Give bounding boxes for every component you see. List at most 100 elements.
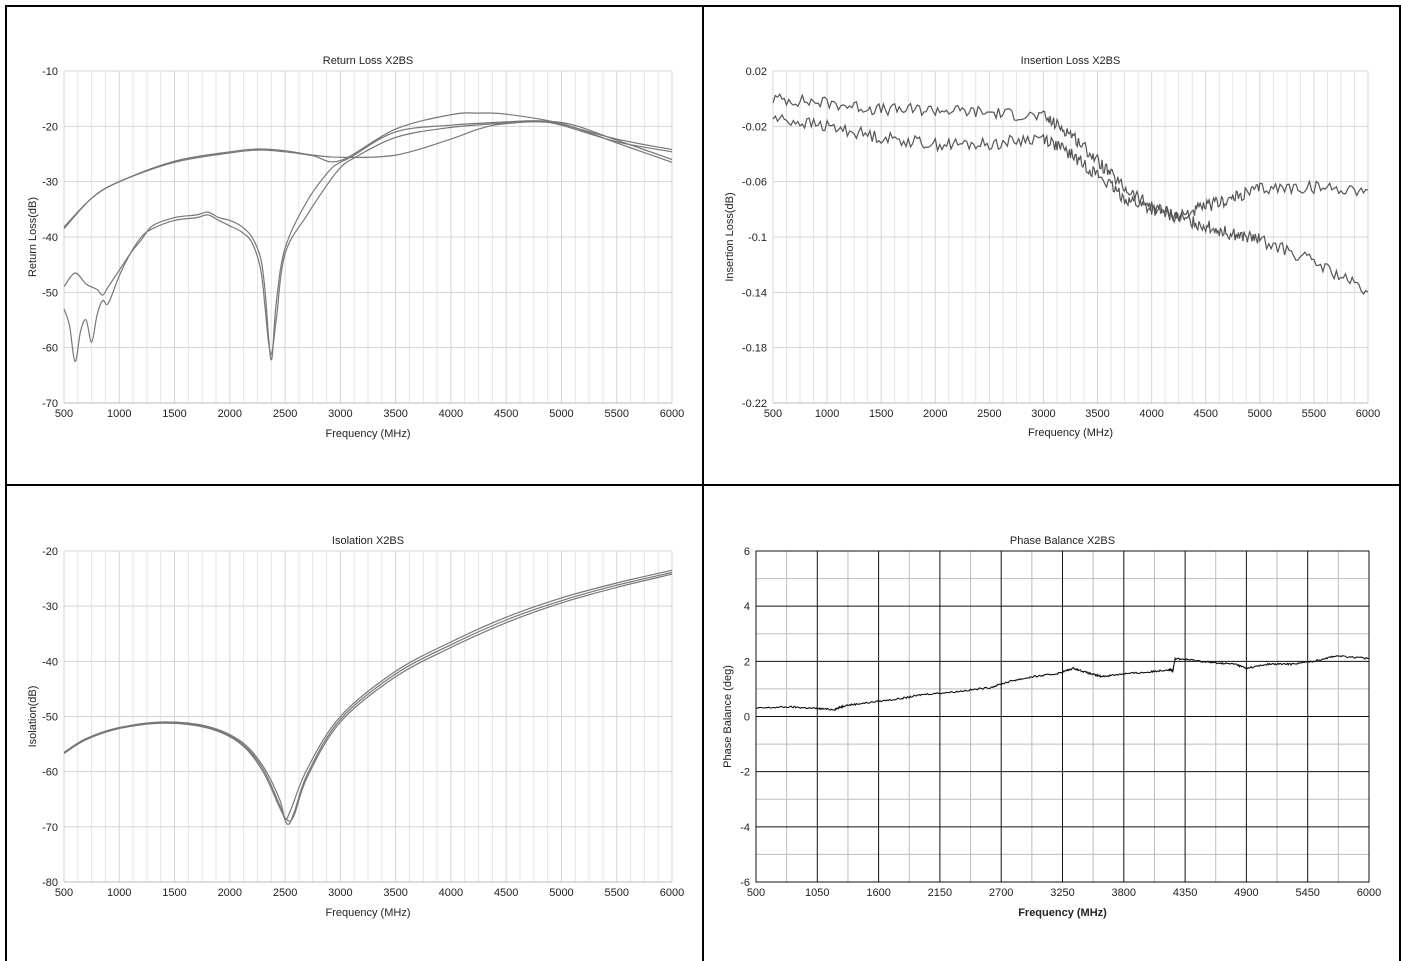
- x-tick-label: 3500: [1085, 408, 1109, 420]
- chart-title: Phase Balance X2BS: [1010, 535, 1115, 547]
- y-axis-label: Phase Balance (deg): [722, 665, 734, 768]
- series-line-2: [772, 113, 1369, 295]
- vertical-divider: [702, 5, 704, 961]
- x-tick-label: 6000: [1356, 408, 1380, 420]
- x-axis-label: Frequency (MHz): [326, 428, 411, 440]
- series-line-1: [63, 112, 673, 230]
- series-line-1: [772, 93, 1369, 222]
- x-tick-label: 2150: [928, 887, 952, 899]
- y-tick-label: -50: [42, 287, 58, 299]
- y-tick-label: -6: [740, 877, 750, 889]
- x-tick-label: 4000: [439, 887, 463, 899]
- x-tick-label: 3000: [1031, 408, 1055, 420]
- y-tick-label: -70: [42, 398, 58, 410]
- x-tick-label: 2700: [989, 887, 1013, 899]
- x-tick-label: 2500: [273, 887, 297, 899]
- y-tick-label: 6: [744, 546, 750, 558]
- x-tick-label: 4000: [439, 408, 463, 420]
- x-tick-label: 1600: [866, 887, 890, 899]
- x-tick-label: 4500: [1193, 408, 1217, 420]
- x-tick-label: 5500: [604, 408, 628, 420]
- x-axis-label: Frequency (MHz): [1028, 427, 1113, 439]
- y-tick-label: -10: [42, 66, 58, 78]
- x-tick-label: 3000: [328, 887, 352, 899]
- x-tick-label: 2000: [923, 408, 947, 420]
- y-tick-label: -40: [42, 656, 58, 668]
- x-tick-label: 4500: [494, 408, 518, 420]
- x-tick-label: 4500: [494, 887, 518, 899]
- series-line-1: [755, 655, 1370, 712]
- x-tick-label: 5500: [1302, 408, 1326, 420]
- x-tick-label: 1000: [107, 408, 131, 420]
- y-tick-label: 2: [744, 656, 750, 668]
- y-axis-label: Isolation(dB): [27, 686, 39, 748]
- x-tick-label: 1500: [162, 887, 186, 899]
- x-tick-label: 2500: [273, 408, 297, 420]
- x-tick-label: 4350: [1173, 887, 1197, 899]
- y-axis-label: Insertion Loss(dB): [724, 192, 736, 281]
- x-tick-label: 3250: [1050, 887, 1074, 899]
- grid: [63, 550, 673, 883]
- x-tick-label: 1000: [107, 887, 131, 899]
- x-tick-label: 500: [764, 408, 782, 420]
- x-tick-label: 6000: [660, 408, 684, 420]
- x-tick-label: 5500: [604, 887, 628, 899]
- y-tick-label: 0.02: [746, 66, 767, 78]
- x-tick-label: 2000: [218, 887, 242, 899]
- y-tick-label: -0.18: [742, 343, 767, 355]
- y-tick-label: -80: [42, 877, 58, 889]
- x-tick-label: 3500: [383, 408, 407, 420]
- x-tick-label: 500: [55, 887, 73, 899]
- frame-right-border: [1399, 5, 1401, 961]
- x-tick-label: 1500: [869, 408, 893, 420]
- x-tick-label: 5000: [549, 887, 573, 899]
- y-tick-label: -50: [42, 712, 58, 724]
- x-tick-label: 1500: [162, 408, 186, 420]
- y-tick-label: -0.02: [742, 121, 767, 133]
- x-tick-label: 3800: [1112, 887, 1136, 899]
- x-axis-label: Frequency (MHz): [1018, 907, 1107, 919]
- x-tick-label: 5000: [549, 408, 573, 420]
- x-tick-label: 500: [55, 408, 73, 420]
- y-tick-label: -0.06: [742, 177, 767, 189]
- x-tick-label: 3000: [328, 408, 352, 420]
- chart-title: Return Loss X2BS: [323, 55, 414, 67]
- y-tick-label: -20: [42, 121, 58, 133]
- y-tick-label: -60: [42, 767, 58, 779]
- x-tick-label: 5450: [1295, 887, 1319, 899]
- y-tick-label: -30: [42, 601, 58, 613]
- x-axis-label: Frequency (MHz): [326, 907, 411, 919]
- y-tick-label: -70: [42, 822, 58, 834]
- chart-title: Insertion Loss X2BS: [1021, 55, 1121, 67]
- chart-title: Isolation X2BS: [332, 535, 404, 547]
- y-tick-label: -2: [740, 767, 750, 779]
- series-line-4: [63, 121, 673, 363]
- y-tick-label: -0.14: [742, 287, 767, 299]
- x-tick-label: 5000: [1248, 408, 1272, 420]
- x-tick-label: 6000: [660, 887, 684, 899]
- x-tick-label: 6000: [1357, 887, 1381, 899]
- series-line-3: [63, 120, 673, 361]
- y-tick-label: -20: [42, 546, 58, 558]
- x-tick-label: 1050: [805, 887, 829, 899]
- horizontal-divider: [5, 484, 1401, 486]
- x-tick-label: 4000: [1139, 408, 1163, 420]
- x-tick-label: 3500: [383, 887, 407, 899]
- x-tick-label: 4900: [1234, 887, 1258, 899]
- grid: [755, 550, 1370, 883]
- plot-border: [755, 550, 1370, 883]
- y-tick-label: -30: [42, 177, 58, 189]
- y-axis-label: Return Loss(dB): [27, 197, 39, 277]
- y-tick-label: -40: [42, 232, 58, 244]
- y-tick-label: -0.1: [748, 232, 767, 244]
- x-tick-label: 1000: [815, 408, 839, 420]
- y-tick-label: -4: [740, 822, 750, 834]
- y-tick-label: 4: [744, 601, 750, 613]
- x-tick-label: 2000: [218, 408, 242, 420]
- y-tick-label: -60: [42, 343, 58, 355]
- y-tick-label: -0.22: [742, 398, 767, 410]
